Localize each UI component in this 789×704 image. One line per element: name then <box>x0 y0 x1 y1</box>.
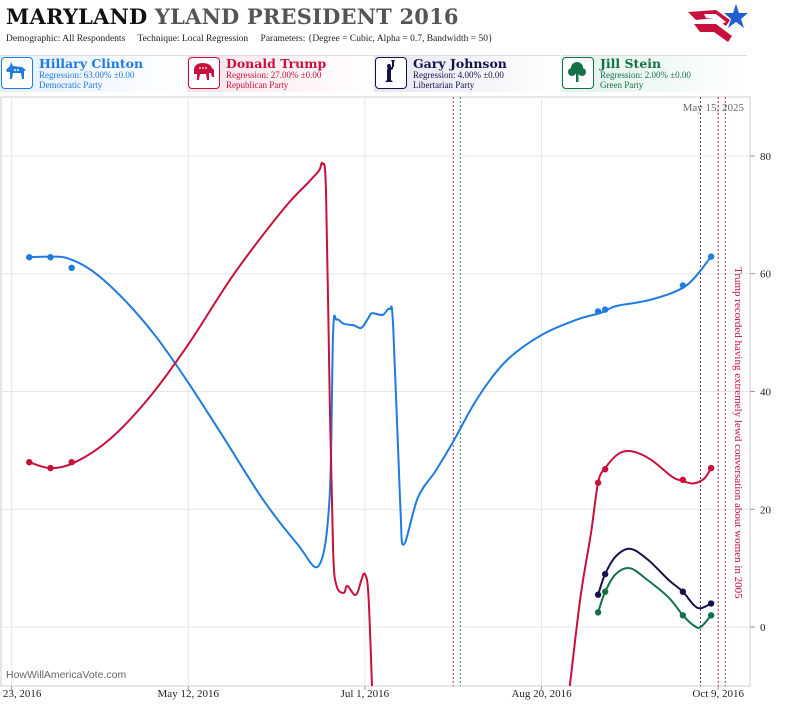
data-point-donald-trump <box>68 458 75 466</box>
data-point-jill-stein <box>679 612 687 619</box>
legend-item-trump[interactable]: Donald Trump Regression: 27.00% ±0.00 Re… <box>187 55 373 92</box>
parameters-line: Demographic: All Respondents Technique: … <box>6 34 493 44</box>
series-line-gary-johnson <box>597 547 712 610</box>
data-point-gary-johnson <box>594 591 602 598</box>
demographic-label: Demographic: <box>6 34 61 44</box>
data-point-jill-stein <box>594 609 602 616</box>
series-line-jill-stein <box>597 567 712 629</box>
data-point-gary-johnson <box>707 600 715 607</box>
parameters-value: {Degree = Cubic, Alpha = 0.7, Bandwidth … <box>307 34 493 44</box>
candidate-party: Republican Party <box>226 80 289 90</box>
date-label: May 15, 2025 <box>683 102 745 114</box>
candidate-regression: Regression: 2.00% ±0.00 <box>600 70 691 80</box>
elephant-icon <box>188 57 220 89</box>
y-tick-label: 20 <box>760 504 772 516</box>
legend-item-stein[interactable]: Jill Stein Regression: 2.00% ±0.00 Green… <box>561 55 747 92</box>
technique-value: Local Regression <box>181 34 249 44</box>
candidate-party: Democratic Party <box>39 80 103 90</box>
series-line-donald-trump <box>568 449 712 686</box>
candidate-name: Jill Stein <box>600 56 662 71</box>
data-point-donald-trump <box>601 466 609 473</box>
candidate-party: Green Party <box>600 80 644 90</box>
candidate-name: Hillary Clinton <box>39 56 144 71</box>
data-point-hillary-clinton <box>68 264 75 272</box>
parameters-label: Parameters: <box>260 34 306 44</box>
data-point-hillary-clinton <box>601 306 609 313</box>
watermark: HowWillAmericaVote.com <box>6 669 127 681</box>
data-point-donald-trump <box>47 464 54 472</box>
x-tick-label: Jul 1, 2016 <box>341 688 390 700</box>
x-tick-label: May 12, 2016 <box>158 688 220 700</box>
candidate-regression: Regression: 27.00% ±0.00 <box>226 70 322 80</box>
page-title: MARYLAND YLAND PRESIDENT 2016 <box>6 4 459 29</box>
candidate-regression: Regression: 4.00% ±0.00 <box>413 70 504 80</box>
data-point-gary-johnson <box>601 570 609 578</box>
data-point-hillary-clinton <box>679 282 687 289</box>
y-tick-label: 80 <box>760 151 772 163</box>
title-rest: YLAND PRESIDENT 2016 <box>154 4 459 29</box>
y-tick-label: 60 <box>760 269 772 281</box>
donkey-icon <box>1 57 33 89</box>
data-point-donald-trump <box>679 476 687 484</box>
data-point-hillary-clinton <box>594 308 602 315</box>
y-tick-label: 40 <box>760 387 772 399</box>
candidate-legend: Hillary Clinton Regression: 63.00% ±0.00… <box>0 55 789 93</box>
candidate-regression: Regression: 63.00% ±0.00 <box>39 70 135 80</box>
title-state: MARYLAND <box>6 4 148 29</box>
data-point-hillary-clinton <box>47 254 54 261</box>
demographic-value: All Respondents <box>62 34 126 44</box>
x-tick-label: Aug 20, 2016 <box>511 688 572 700</box>
technique-label: Technique: <box>137 34 180 44</box>
series-line-hillary-clinton <box>29 255 712 569</box>
y-tick-label: 0 <box>760 622 766 634</box>
x-tick-label: Oct 9, 2016 <box>692 688 744 700</box>
data-point-hillary-clinton <box>26 254 33 261</box>
statue-of-liberty-icon <box>375 57 407 89</box>
chart-header: MARYLAND YLAND PRESIDENT 2016 Demographi… <box>0 0 789 52</box>
data-point-donald-trump <box>26 458 33 466</box>
site-logo-icon <box>688 4 748 42</box>
event-annotation: Trump recorded having extremely lewd con… <box>732 267 744 599</box>
legend-item-johnson[interactable]: Gary Johnson Regression: 4.00% ±0.00 Lib… <box>374 55 560 92</box>
data-point-jill-stein <box>707 612 715 619</box>
x-tick-label: Mar 23, 2016 <box>0 688 42 700</box>
tree-icon <box>562 57 594 89</box>
series-line-donald-trump <box>28 161 373 686</box>
data-point-donald-trump <box>594 479 602 486</box>
data-point-jill-stein <box>601 588 609 595</box>
data-point-gary-johnson <box>679 588 687 595</box>
candidate-name: Donald Trump <box>226 56 327 71</box>
data-point-hillary-clinton <box>707 253 715 260</box>
legend-item-clinton[interactable]: Hillary Clinton Regression: 63.00% ±0.00… <box>0 55 186 92</box>
candidate-party: Libertarian Party <box>413 80 475 90</box>
candidate-name: Gary Johnson <box>413 56 507 71</box>
data-point-donald-trump <box>707 464 715 472</box>
